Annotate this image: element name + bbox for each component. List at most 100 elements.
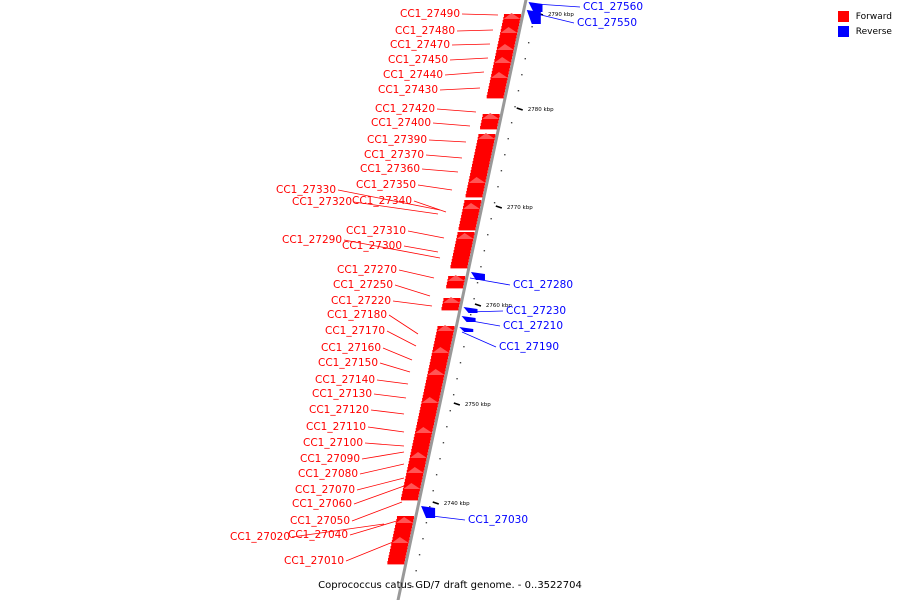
gene-label-cc1_27400: CC1_27400 xyxy=(371,117,431,129)
minor-ticks xyxy=(412,10,537,588)
forward-gene-segment xyxy=(460,218,478,222)
gene-label-cc1_27060: CC1_27060 xyxy=(292,498,352,510)
legend-item-reverse: Reverse xyxy=(837,24,892,39)
forward-gene-segment xyxy=(401,497,419,501)
forward-gene-segment xyxy=(453,253,471,257)
gene-features xyxy=(387,2,543,565)
forward-gene-segment xyxy=(431,356,449,360)
forward-leader-line xyxy=(353,485,405,505)
gene-label-cc1_27270: CC1_27270 xyxy=(337,264,397,276)
genome-backbone xyxy=(396,0,528,600)
forward-gene-arrow xyxy=(409,452,427,458)
gene-label-cc1_27090: CC1_27090 xyxy=(300,453,360,465)
genome-caption: Coprococcus catus GD/7 draft genome. - 0… xyxy=(318,580,582,591)
gene-label-cc1_27080: CC1_27080 xyxy=(298,468,358,480)
forward-gene-segment xyxy=(487,92,505,96)
forward-gene-arrow xyxy=(468,177,486,183)
forward-gene-segment xyxy=(411,446,429,450)
forward-gene-arrow xyxy=(432,347,450,353)
forward-gene-segment xyxy=(489,80,507,84)
forward-gene-segment xyxy=(461,212,479,216)
forward-gene-arrow xyxy=(427,369,445,375)
forward-gene-segment xyxy=(474,152,492,156)
forward-leader-line xyxy=(417,184,453,191)
gene-label-cc1_27150: CC1_27150 xyxy=(318,357,378,369)
minor-tick xyxy=(412,586,414,588)
minor-tick xyxy=(456,378,458,380)
forward-gene-segment xyxy=(436,332,454,336)
forward-leader-line xyxy=(351,501,403,522)
forward-gene-segment xyxy=(489,83,507,87)
forward-gene-segment xyxy=(391,543,409,547)
major-tick xyxy=(474,303,482,307)
gene-label-cc1_27130: CC1_27130 xyxy=(312,388,372,400)
forward-gene-segment xyxy=(455,241,473,245)
forward-gene-segment xyxy=(428,368,446,372)
gene-label-cc1_27290: CC1_27290 xyxy=(282,234,342,246)
forward-gene-segment xyxy=(472,161,490,165)
gene-label-cc1_27350: CC1_27350 xyxy=(356,179,416,191)
forward-leader-line xyxy=(376,379,409,385)
forward-gene-segment xyxy=(480,126,498,130)
forward-gene-arrow xyxy=(477,133,495,139)
forward-gene-segment xyxy=(402,488,420,492)
forward-gene-segment xyxy=(466,191,484,195)
forward-gene-segment xyxy=(490,77,508,81)
forward-gene-segment xyxy=(451,262,469,266)
tick-label: 2770 kbp xyxy=(507,205,533,211)
forward-gene-segment xyxy=(488,86,506,90)
forward-gene-segment xyxy=(451,259,469,263)
forward-leader-line xyxy=(349,519,401,536)
forward-gene-segment xyxy=(402,491,420,495)
leader-lines xyxy=(291,3,581,562)
gene-label-cc1_27280: CC1_27280 xyxy=(513,279,573,291)
reverse-gene xyxy=(470,272,485,280)
forward-gene-segment xyxy=(395,525,413,529)
minor-tick xyxy=(507,138,509,140)
major-tick xyxy=(453,402,461,406)
forward-gene-segment xyxy=(498,41,516,45)
legend: Forward Reverse xyxy=(837,9,892,39)
forward-leader-line xyxy=(345,539,399,562)
tick-marks: 2790 kbp 2780 kbp 2770 kbp 2760 kbp 2750 kbp… xyxy=(432,12,574,507)
minor-tick xyxy=(459,362,462,364)
forward-gene-arrow xyxy=(403,483,421,489)
forward-gene-segment xyxy=(420,404,438,408)
minor-tick xyxy=(490,218,492,220)
minor-tick xyxy=(517,90,520,92)
forward-gene-segment xyxy=(496,50,514,54)
forward-gene-segment xyxy=(413,440,431,444)
forward-leader-line xyxy=(367,426,405,433)
gene-label-cc1_27310: CC1_27310 xyxy=(346,225,406,237)
forward-gene-segment xyxy=(450,265,468,269)
forward-gene-arrow xyxy=(494,57,512,63)
minor-tick xyxy=(476,282,479,284)
minor-tick xyxy=(493,202,496,204)
minor-tick xyxy=(524,58,526,60)
forward-gene-segment xyxy=(418,416,436,420)
forward-gene-segment xyxy=(453,250,471,254)
forward-gene-segment xyxy=(431,353,449,357)
forward-gene-segment xyxy=(430,359,448,363)
forward-gene-segment xyxy=(499,35,517,39)
forward-leader-line xyxy=(356,477,405,491)
forward-gene-segment xyxy=(477,140,495,144)
forward-gene-arrow xyxy=(396,517,414,523)
forward-gene-arrow xyxy=(456,233,474,239)
forward-gene-arrow xyxy=(496,44,514,50)
forward-gene-segment xyxy=(393,531,411,535)
forward-gene-segment xyxy=(393,534,411,538)
gene-label-cc1_27550: CC1_27550 xyxy=(577,17,637,29)
forward-gene-segment xyxy=(473,158,491,162)
forward-gene-segment xyxy=(468,182,486,186)
forward-gene-segment xyxy=(412,443,430,447)
forward-gene-segment xyxy=(502,23,520,27)
forward-gene-arrow xyxy=(421,397,439,403)
forward-leader-line xyxy=(461,13,499,16)
forward-gene-segment xyxy=(388,555,406,559)
forward-gene-segment xyxy=(417,419,435,423)
forward-leader-line xyxy=(403,245,439,253)
minor-tick xyxy=(483,250,486,252)
forward-gene-segment xyxy=(418,413,436,417)
